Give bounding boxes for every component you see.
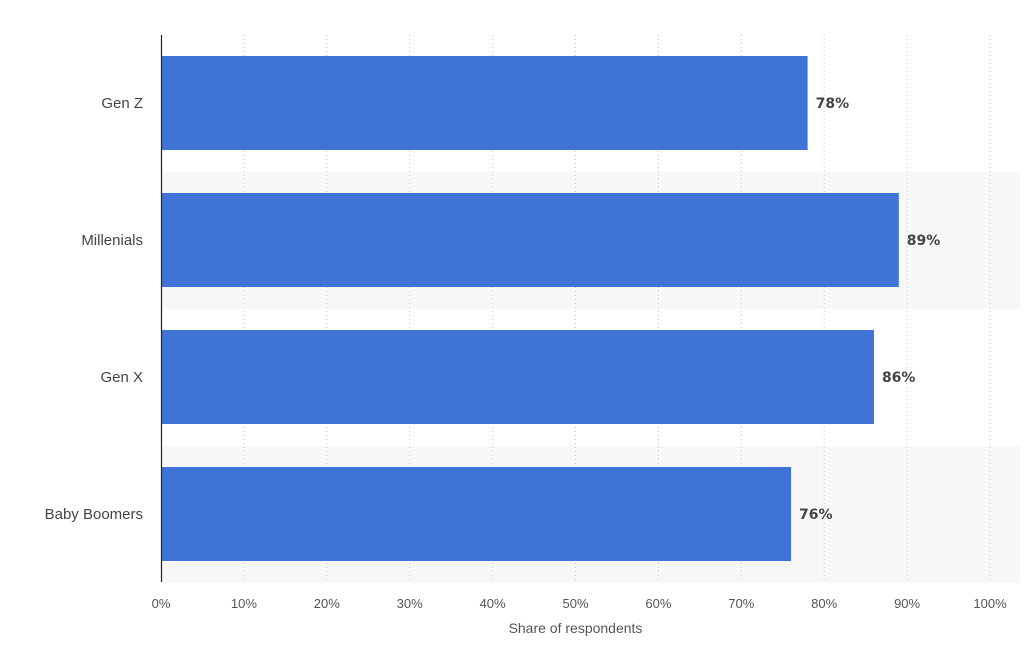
data-labels: 78% 89% 86% 76% <box>799 96 940 523</box>
x-tick-label: 100% <box>973 596 1007 611</box>
data-label: 78% <box>816 96 850 112</box>
x-tick-label: 40% <box>480 596 506 611</box>
x-tick-label: 30% <box>397 596 423 611</box>
category-label: Gen X <box>100 369 143 386</box>
category-labels: Gen Z Millenials Gen X Baby Boomers <box>45 95 143 523</box>
x-tick-label: 20% <box>314 596 340 611</box>
x-tick-label: 90% <box>894 596 920 611</box>
category-label: Baby Boomers <box>45 506 143 523</box>
bar[interactable] <box>161 193 899 287</box>
data-label: 76% <box>799 507 833 523</box>
category-label: Millenials <box>81 232 143 249</box>
bar[interactable] <box>161 330 874 424</box>
x-tick-label: 50% <box>562 596 588 611</box>
x-tick-labels: 0% 10% 20% 30% 40% 50% 60% 70% 80% 90% 100% <box>152 596 1007 611</box>
x-tick-label: 60% <box>645 596 671 611</box>
category-label: Gen Z <box>101 95 143 112</box>
x-tick-label: 70% <box>728 596 754 611</box>
x-tick-label: 0% <box>152 596 171 611</box>
bars <box>161 56 899 561</box>
bar[interactable] <box>161 56 808 150</box>
x-axis-title: Share of respondents <box>509 620 643 636</box>
data-label: 89% <box>907 233 941 249</box>
x-tick-label: 80% <box>811 596 837 611</box>
data-label: 86% <box>882 370 916 386</box>
x-tick-label: 10% <box>231 596 257 611</box>
bar[interactable] <box>161 467 792 561</box>
